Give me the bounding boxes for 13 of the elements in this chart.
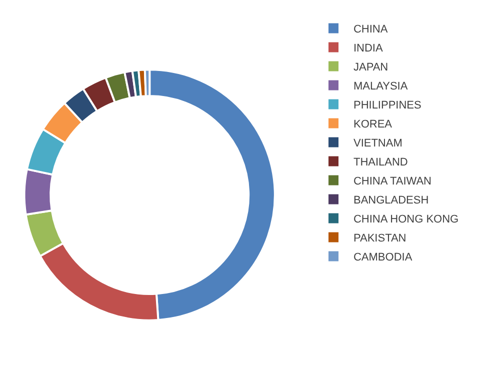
- legend-label: CHINA TAIWAN: [353, 175, 432, 188]
- legend-label: CAMBODIA: [353, 251, 413, 264]
- legend-label: KOREA: [353, 118, 393, 130]
- legend-label: CHINA HONG KONG: [353, 213, 459, 226]
- legend-label: JAPAN: [353, 61, 388, 74]
- legend-label: MALAYSIA: [353, 80, 408, 92]
- legend-label: THAILAND: [353, 156, 408, 168]
- legend-label: INDIA: [353, 42, 384, 54]
- legend-label: CHINA: [353, 23, 388, 36]
- legend-label: PHILIPPINES: [353, 99, 422, 112]
- legend-label: VIETNAM: [353, 137, 402, 150]
- legend-label: PAKISTAN: [353, 232, 406, 244]
- legend-label: BANGLADESH: [353, 194, 429, 206]
